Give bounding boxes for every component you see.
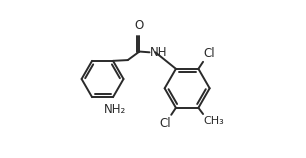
Text: O: O	[135, 19, 144, 32]
Text: Cl: Cl	[203, 47, 215, 60]
Text: CH₃: CH₃	[203, 115, 224, 126]
Text: Cl: Cl	[159, 117, 171, 130]
Text: NH: NH	[150, 46, 167, 59]
Text: NH₂: NH₂	[103, 103, 126, 116]
